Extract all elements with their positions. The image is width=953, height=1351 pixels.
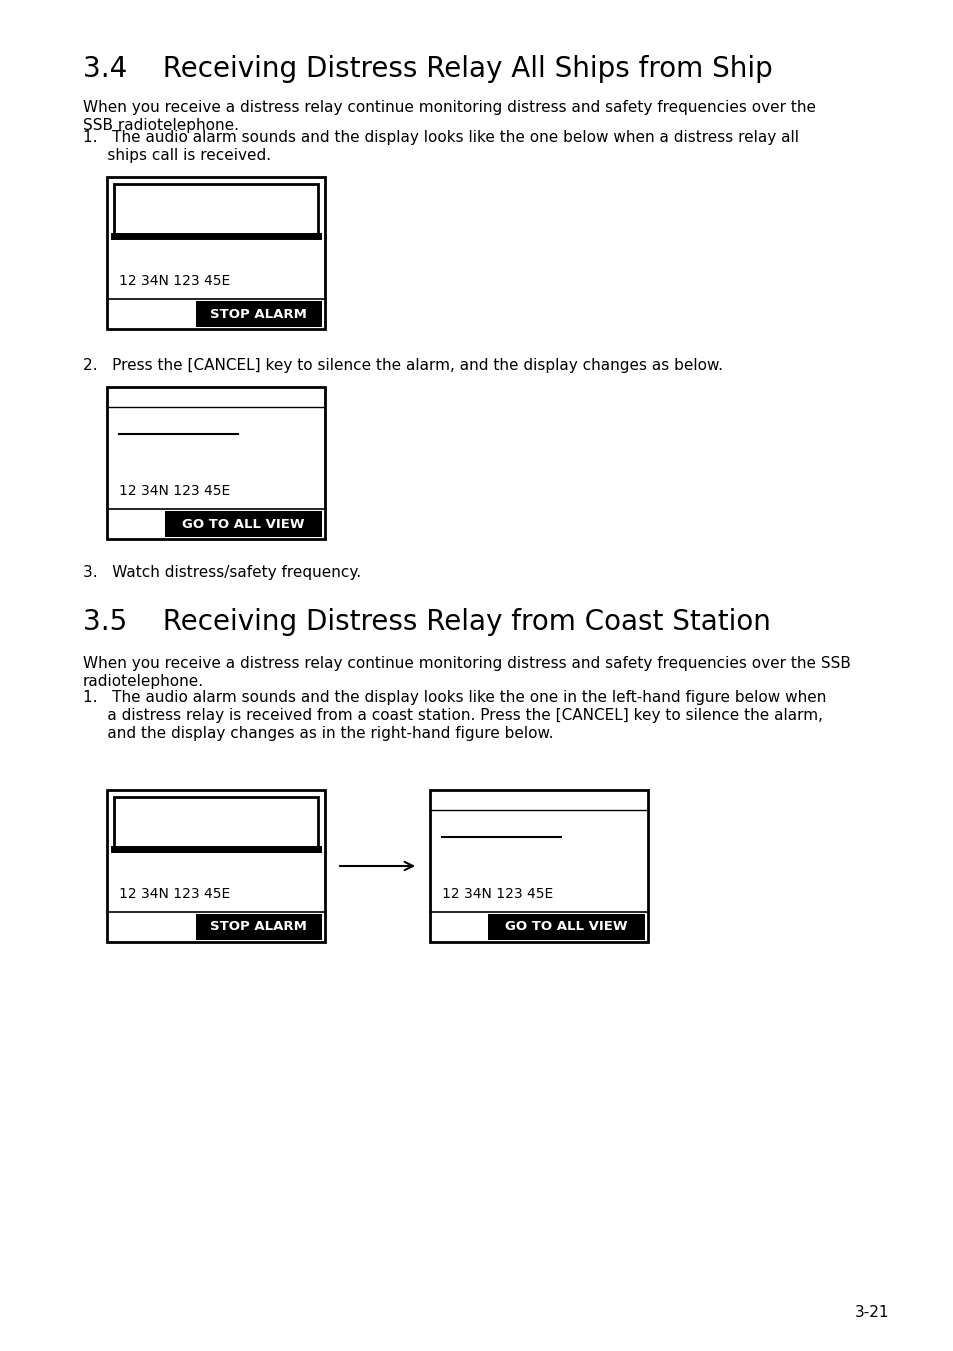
Text: STOP ALARM: STOP ALARM <box>210 920 307 934</box>
Bar <box>107 386 325 539</box>
Text: 3-21: 3-21 <box>854 1305 888 1320</box>
Text: 12 34N 123 45E: 12 34N 123 45E <box>119 274 230 288</box>
Text: When you receive a distress relay continue monitoring distress and safety freque: When you receive a distress relay contin… <box>83 100 815 115</box>
Text: radiotelephone.: radiotelephone. <box>83 674 204 689</box>
Text: a distress relay is received from a coast station. Press the [CANCEL] key to sil: a distress relay is received from a coas… <box>83 708 822 723</box>
Text: and the display changes as in the right-hand figure below.: and the display changes as in the right-… <box>83 725 553 740</box>
Bar <box>107 790 325 942</box>
Bar <box>113 184 317 236</box>
Text: When you receive a distress relay continue monitoring distress and safety freque: When you receive a distress relay contin… <box>83 657 850 671</box>
Bar <box>165 511 322 536</box>
Bar <box>430 790 647 942</box>
Text: 1.   The audio alarm sounds and the display looks like the one in the left-hand : 1. The audio alarm sounds and the displa… <box>83 690 825 705</box>
Text: GO TO ALL VIEW: GO TO ALL VIEW <box>505 920 627 934</box>
Text: STOP ALARM: STOP ALARM <box>210 308 307 320</box>
Text: 1.   The audio alarm sounds and the display looks like the one below when a dist: 1. The audio alarm sounds and the displa… <box>83 130 799 145</box>
Bar <box>488 915 644 940</box>
Text: ships call is received.: ships call is received. <box>83 149 271 163</box>
Text: 2.   Press the [CANCEL] key to silence the alarm, and the display changes as bel: 2. Press the [CANCEL] key to silence the… <box>83 358 722 373</box>
Text: SSB radiotelephone.: SSB radiotelephone. <box>83 118 239 132</box>
Text: 3.4    Receiving Distress Relay All Ships from Ship: 3.4 Receiving Distress Relay All Ships f… <box>83 55 772 82</box>
Bar <box>107 177 325 330</box>
Bar <box>195 915 322 940</box>
Text: 3.5    Receiving Distress Relay from Coast Station: 3.5 Receiving Distress Relay from Coast … <box>83 608 770 636</box>
Text: 12 34N 123 45E: 12 34N 123 45E <box>119 484 230 499</box>
Text: GO TO ALL VIEW: GO TO ALL VIEW <box>182 517 304 531</box>
Bar <box>195 301 322 327</box>
Text: 12 34N 123 45E: 12 34N 123 45E <box>119 888 230 901</box>
Text: 3.   Watch distress/safety frequency.: 3. Watch distress/safety frequency. <box>83 565 361 580</box>
Bar <box>113 797 317 848</box>
Text: 12 34N 123 45E: 12 34N 123 45E <box>441 888 553 901</box>
